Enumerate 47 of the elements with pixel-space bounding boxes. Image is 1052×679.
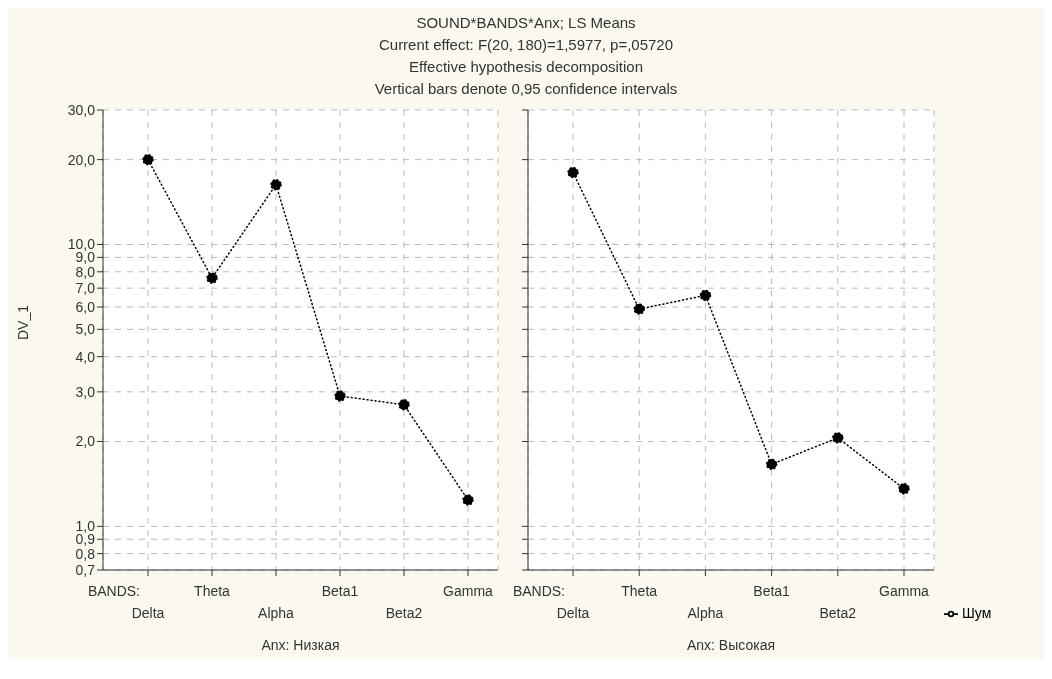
x-tick-label: Beta1 [321,583,359,599]
chart-title: SOUND*BANDS*Anx; LS Means [415,13,637,33]
x-tick-label: Alpha [687,605,724,621]
chart-subtitle: Current effect: F(20, 180)=1,5977, p=,05720 [377,35,675,55]
point [142,153,154,166]
y-tick-label: 2,0 [75,433,96,450]
text: BANDS: [87,583,140,599]
point [898,482,910,495]
y-tick-label: 20,0 [67,151,96,168]
y-tick-label: 3,0 [75,383,96,400]
x-tick-label: Delta [131,605,165,621]
point [398,399,410,411]
y-tick-label: 0,7 [75,561,96,578]
x-tick-label: Gamma [879,583,930,599]
y-tick-label: 7,0 [75,280,96,297]
point [633,303,645,315]
x-tick-label: Theta [621,583,658,599]
y-tick-label: 4,0 [75,348,96,365]
x-tick-label: Gamma [443,583,494,599]
x-tick-label: Beta1 [753,583,791,599]
text: BANDS: [512,583,565,599]
y-tick-label: 30,0 [67,101,96,118]
y-tick-label: 10,0 [67,236,96,253]
point [270,178,282,191]
y-tick-label: 1,0 [75,518,96,535]
y-tick-label: 8,0 [75,263,96,280]
point [334,390,346,402]
point [206,272,218,284]
point [832,432,844,444]
point [699,289,712,302]
text: Vertical bars denote 0,95 confidence intervals [373,79,679,99]
x-axis-title: Anx: Низкая [261,637,340,653]
y-tick-label: 5,0 [75,321,96,338]
x-tick-label: Theta [194,583,231,599]
point [462,494,474,506]
y-tick-label: 0,8 [75,545,96,562]
y-tick-label: 6,0 [75,298,96,315]
x-tick-label: Beta2 [385,605,423,621]
x-tick-label: Alpha [258,605,295,621]
x-tick-label: Beta2 [819,605,857,621]
point [765,458,778,471]
point [567,166,579,179]
y-axis-title: DV_1 [14,304,31,340]
x-tick-label: Delta [556,605,590,621]
legend-label: Шум [962,605,992,621]
text: Effective hypothesis decomposition [408,57,644,77]
x-axis-title: Anx: Высокая [686,637,776,653]
